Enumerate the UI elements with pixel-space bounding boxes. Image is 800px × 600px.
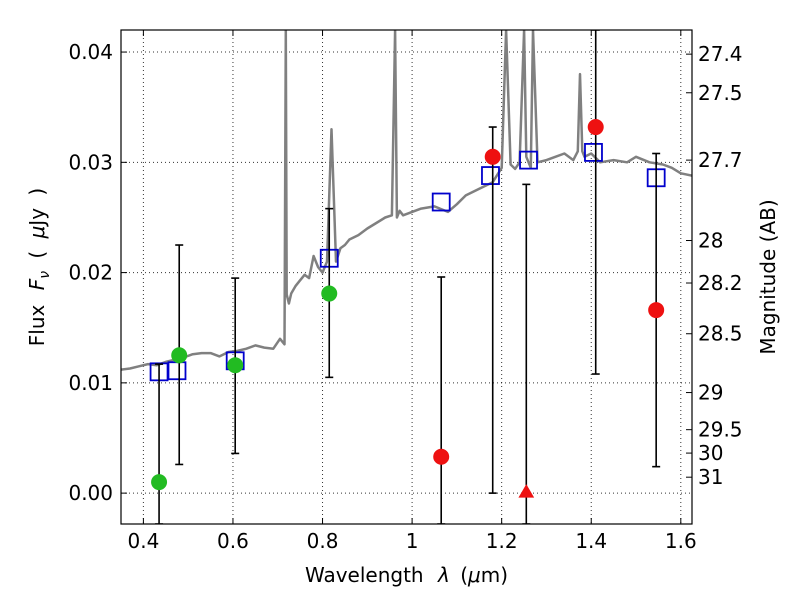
mag-tick-label: 28.5 <box>698 322 743 346</box>
x-tick-label: 0.6 <box>217 529 249 553</box>
x-tick-label: 0.4 <box>127 529 159 553</box>
model-square-marker <box>519 150 538 170</box>
plot-frame <box>120 29 693 525</box>
mag-tick-label: 31 <box>698 465 723 489</box>
series-layer <box>121 30 692 524</box>
x-axis-label-symbol: λ <box>437 563 450 587</box>
model-square-marker <box>481 166 500 185</box>
x-axis-label-unit: m) <box>481 563 508 587</box>
x-tick-label: 0.8 <box>307 529 339 553</box>
data-point-marker <box>648 302 665 319</box>
upper-limit-marker <box>518 484 535 498</box>
y-tick-label: 0.00 <box>68 481 113 505</box>
x-tick-label: 1 <box>406 529 419 553</box>
mag-tick-label: 27.4 <box>698 42 743 66</box>
x-axis-label-text: Wavelength <box>305 563 424 587</box>
x-axis-label-mu: μ <box>467 563 481 587</box>
x-tick-label: 1.6 <box>665 529 697 553</box>
grid-layer <box>121 30 692 524</box>
data-point-marker <box>171 347 188 364</box>
data-point-marker <box>151 474 168 491</box>
mag-tick-label: 29 <box>698 381 723 405</box>
x-axis-label-paren: ( <box>460 563 468 587</box>
y-tick-label: 0.02 <box>68 261 113 285</box>
model-square-marker <box>167 361 187 381</box>
y-axis-label-subscript: ν <box>37 271 53 279</box>
y-tick-label: 0.03 <box>68 150 113 174</box>
x-tick-label: 1.4 <box>575 529 607 553</box>
model-square-marker <box>431 192 451 212</box>
data-point-marker <box>227 357 244 374</box>
mag-tick-label: 28.2 <box>698 271 743 295</box>
tick-layer: 0.4 0.6 0.8 1 1.2 1.4 1.6 0.00 0.01 0.02 0.03 0.04 2… <box>68 30 743 553</box>
data-point-marker <box>321 285 338 302</box>
mag-tick-label: 29.5 <box>698 418 743 442</box>
mag-tick-label: 27.7 <box>698 148 743 172</box>
y-axis-label-paren-open: ( <box>25 251 49 259</box>
data-point-marker <box>484 148 501 165</box>
y-axis-label-paren-close: ) <box>25 188 49 196</box>
y-tick-label: 0.04 <box>68 40 113 64</box>
y-axis-label-unit: Jy <box>25 208 49 228</box>
model-square-marker <box>584 142 603 162</box>
mag-tick-label: 30 <box>698 441 723 465</box>
spectrum-line <box>121 30 692 371</box>
y-axis-label: Flux Fν ( μJy ) <box>25 188 54 346</box>
x-tick-label: 1.2 <box>486 529 518 553</box>
mag-tick-label: 27.5 <box>698 81 743 105</box>
mag-tick-label: 28 <box>698 229 723 253</box>
y-axis-label-text: Flux <box>25 304 49 346</box>
y-axis-right-label: Magnitude (AB) <box>756 199 780 354</box>
x-axis-label: Wavelength λ (μm) <box>305 563 508 587</box>
y-axis-label-mu: μ <box>25 226 49 240</box>
y-tick-label: 0.01 <box>68 371 113 395</box>
y-axis-label-symbol: F <box>25 278 49 290</box>
data-point-marker <box>433 448 450 465</box>
data-point-marker <box>587 119 604 136</box>
